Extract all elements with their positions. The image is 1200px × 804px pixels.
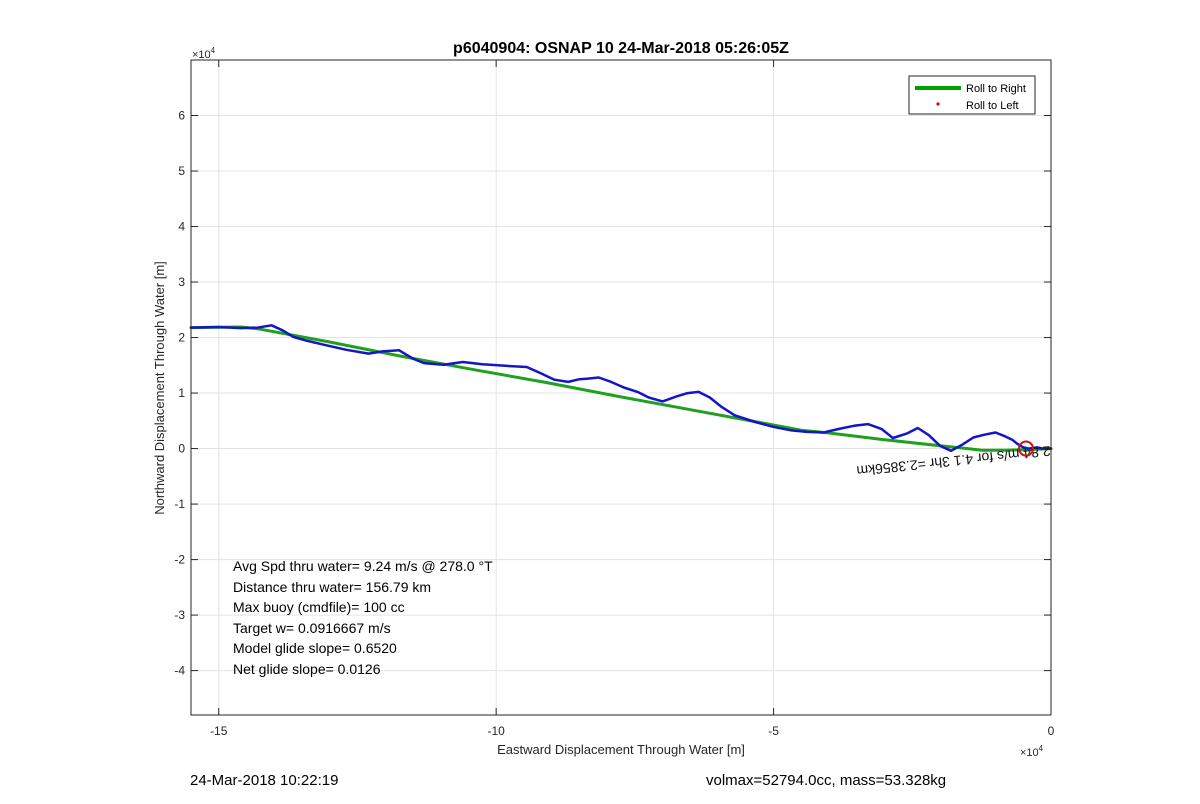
stat-avg-speed: Avg Spd thru water= 9.24 m/s @ 278.0 °T [233, 558, 493, 574]
y-tick-label: 6 [178, 109, 185, 123]
stat-target-w: Target w= 0.0916667 m/s [233, 620, 391, 636]
x-scale-power: 4 [1039, 744, 1044, 753]
y-tick-label: 2 [178, 331, 185, 345]
footer-summary: volmax=52794.0cc, mass=53.328kg [706, 772, 947, 789]
legend-swatch-roll-left [936, 102, 940, 106]
y-scale-exponent: ×104 [192, 46, 216, 61]
x-tick-label: -10 [487, 724, 505, 738]
y-tick-label: -4 [174, 664, 185, 678]
grid [191, 60, 1052, 715]
legend-box [908, 75, 1036, 115]
chart-title: p6040904: OSNAP 10 24-Mar-2018 05:26:05Z [453, 40, 789, 57]
ticks [191, 60, 1052, 715]
y-tick-label: -1 [174, 497, 185, 511]
x-scale-exponent: ×104 [1020, 744, 1044, 759]
stat-model-glide: Model glide slope= 0.6520 [233, 640, 397, 656]
x-scale-base: ×10 [1020, 747, 1039, 759]
legend: Roll to Right Roll to Left [908, 75, 1036, 115]
y-tick-label: 1 [178, 386, 185, 400]
stat-distance: Distance thru water= 156.79 km [233, 579, 431, 595]
axes-box [190, 59, 1052, 716]
y-tick-label: 5 [178, 164, 185, 178]
legend-label-roll-right: Roll to Right [966, 83, 1026, 95]
y-scale-power: 4 [211, 46, 216, 55]
svg-text:×104: ×104 [1020, 744, 1044, 759]
stat-max-buoy: Max buoy (cmdfile)= 100 cc [233, 599, 405, 615]
x-tick-label: -15 [210, 724, 228, 738]
stat-net-glide: Net glide slope= 0.0126 [233, 661, 381, 677]
legend-label-roll-left: Roll to Left [966, 100, 1019, 112]
end-marker [1018, 440, 1035, 457]
y-tick-label: 3 [178, 275, 185, 289]
series-line-track [189, 324, 1053, 453]
y-tick-label: 0 [178, 442, 185, 456]
y-scale-base: ×10 [192, 49, 211, 61]
y-tick-label: 4 [178, 220, 185, 234]
x-tick-label: -5 [768, 724, 779, 738]
y-axis-label: Northward Displacement Through Water [m] [152, 261, 167, 515]
x-tick-label: 0 [1048, 724, 1055, 738]
plot-area [189, 324, 1053, 453]
stats-annotation: Avg Spd thru water= 9.24 m/s @ 278.0 °T … [233, 558, 493, 677]
y-tick-label: -2 [174, 553, 185, 567]
x-axis-label: Eastward Displacement Through Water [m] [497, 742, 745, 757]
footer-timestamp: 24-Mar-2018 10:22:19 [190, 772, 339, 789]
y-tick-label: -3 [174, 608, 185, 622]
svg-text:×104: ×104 [192, 46, 216, 61]
series-line-roll-right [189, 325, 1053, 452]
